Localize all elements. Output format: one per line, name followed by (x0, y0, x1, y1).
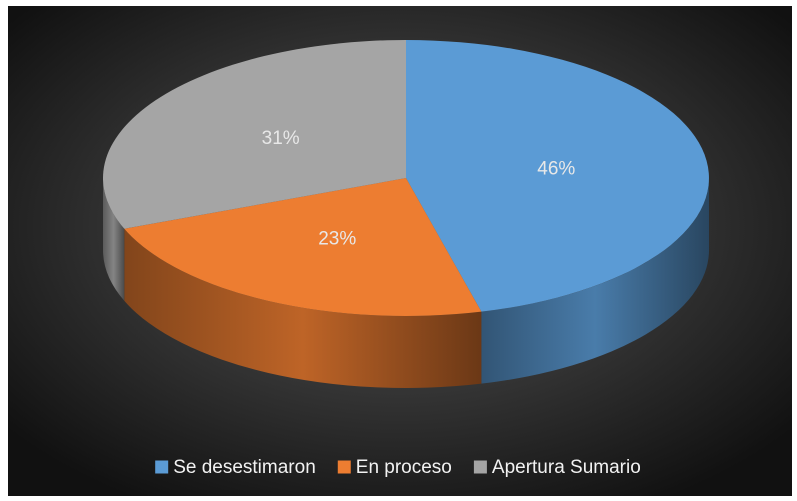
pie-slice (103, 40, 407, 229)
legend-label: En proceso (356, 457, 452, 478)
legend: Se desestimaron En proceso Apertura Sumari… (155, 457, 641, 478)
pie-slice-side (103, 178, 125, 301)
pie-slice-side (481, 178, 709, 384)
legend-label: Se desestimaron (173, 457, 316, 478)
data-label: 23% (318, 228, 356, 249)
pie: 46% 23% 31% (103, 40, 709, 388)
data-label: 31% (262, 128, 300, 149)
legend-swatch (473, 460, 487, 474)
legend-swatch (337, 460, 351, 474)
pie-slice (406, 40, 709, 312)
legend-swatch (155, 460, 169, 474)
legend-label: Apertura Sumario (492, 457, 641, 478)
pie-slice-side (124, 228, 482, 388)
data-label: 46% (537, 158, 575, 179)
pie-slice (124, 178, 482, 316)
